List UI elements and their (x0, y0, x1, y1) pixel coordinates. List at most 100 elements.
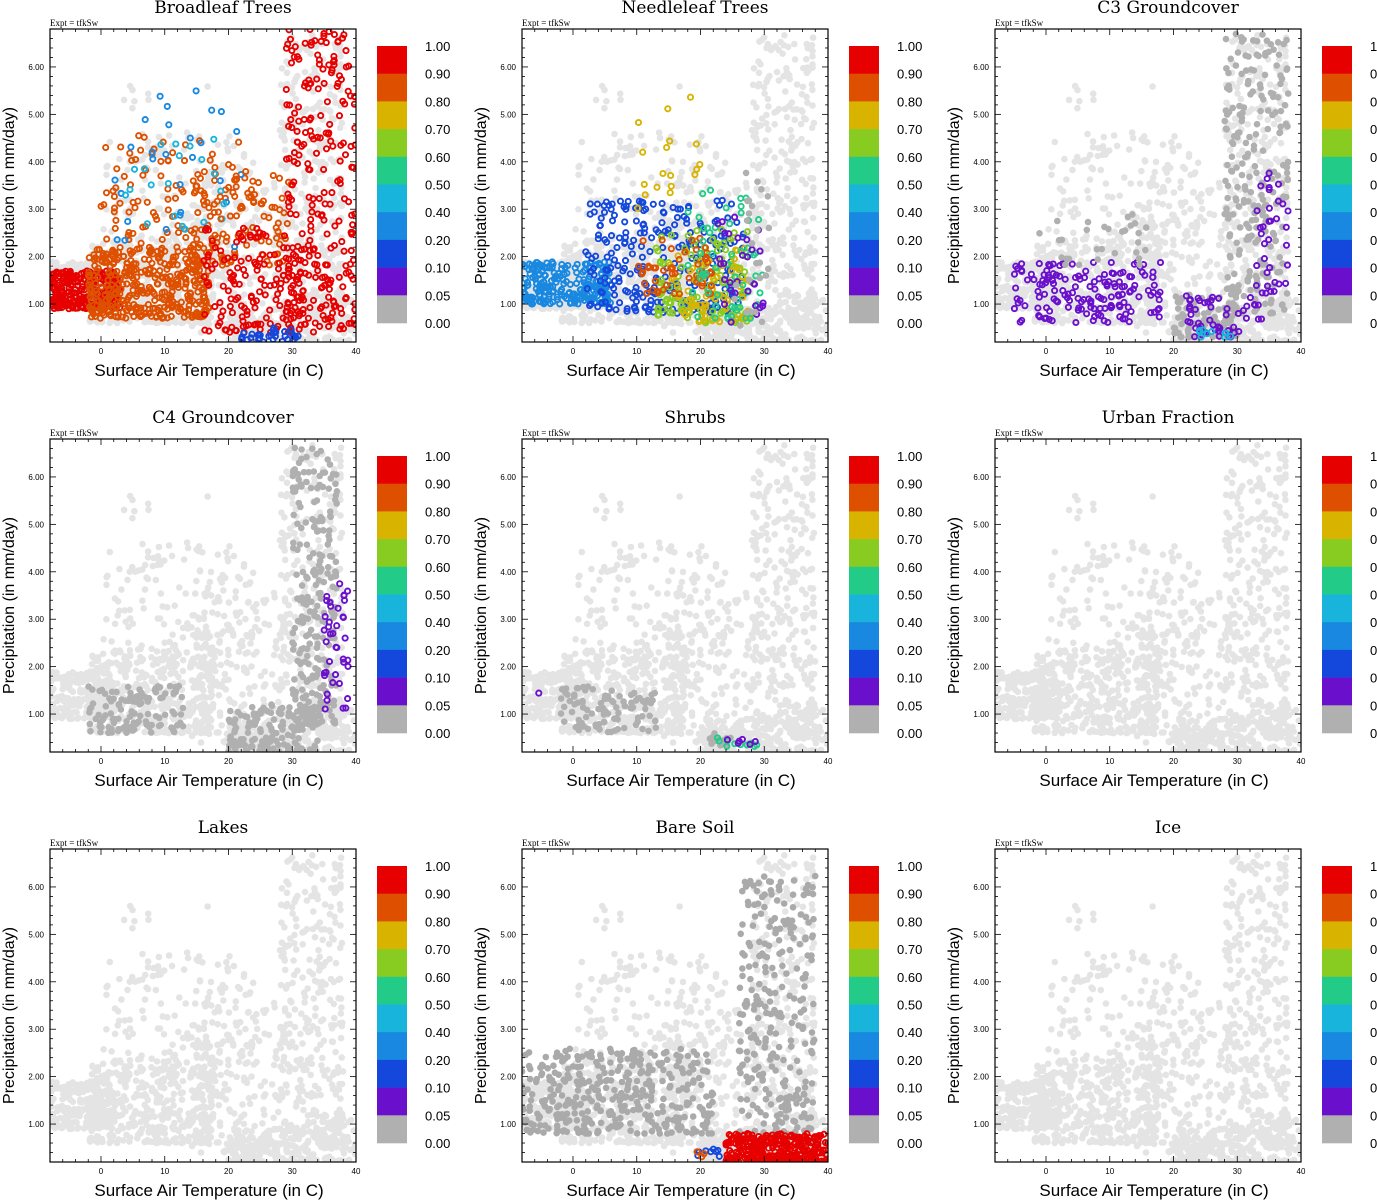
background-point (796, 303, 804, 311)
background-point (327, 83, 335, 91)
background-point (792, 298, 800, 305)
data-point (219, 307, 227, 315)
data-point (304, 160, 312, 168)
data-point (288, 196, 296, 204)
background-point (611, 187, 618, 194)
background-point (765, 103, 772, 110)
data-point (186, 296, 194, 304)
data-point (291, 259, 299, 267)
data-point (242, 322, 250, 330)
data-point (335, 112, 344, 120)
background-point (673, 199, 680, 206)
data-point (226, 302, 234, 310)
data-point (116, 243, 124, 252)
data-point (533, 259, 541, 267)
data-point (105, 269, 113, 277)
data-point (278, 194, 286, 202)
data-point (632, 217, 640, 225)
background-point (251, 213, 259, 221)
data-point (110, 204, 119, 212)
data-point (304, 314, 312, 322)
data-point (298, 142, 306, 150)
data-point (561, 263, 569, 272)
data-point (193, 235, 201, 243)
data-point (217, 313, 225, 321)
data-point (628, 250, 636, 258)
background-point (676, 83, 683, 90)
background-point (793, 291, 801, 299)
data-point (225, 183, 233, 191)
background-point (785, 304, 792, 312)
background-point (758, 210, 765, 217)
data-point (224, 254, 232, 262)
background-point (745, 327, 752, 334)
background-point (676, 178, 683, 185)
data-point (336, 157, 344, 165)
data-point (341, 100, 349, 108)
data-point (252, 260, 260, 268)
background-point (789, 163, 797, 171)
background-point (616, 138, 624, 145)
background-point (775, 46, 783, 54)
data-point (253, 224, 261, 233)
data-point (243, 241, 251, 249)
data-point (55, 304, 63, 312)
background-point (808, 81, 816, 88)
background-point (154, 205, 162, 212)
background-point (284, 161, 291, 169)
background-point (791, 40, 798, 48)
data-point (307, 222, 315, 230)
background-point (806, 318, 813, 325)
background-point (702, 142, 710, 150)
background-point (595, 311, 602, 319)
data-point (280, 232, 289, 240)
data-point (269, 171, 277, 180)
data-point (330, 52, 338, 60)
background-point (598, 318, 605, 325)
data-point (552, 272, 560, 280)
background-point (580, 228, 587, 235)
background-point (730, 328, 737, 335)
data-point (208, 150, 216, 158)
background-point (131, 97, 138, 105)
background-point (677, 320, 685, 328)
background-point (579, 304, 587, 312)
data-point (228, 309, 236, 317)
data-point (556, 300, 564, 308)
background-point (803, 93, 810, 101)
background-point (139, 187, 146, 194)
data-point (607, 264, 615, 272)
background-point (773, 68, 781, 76)
background-point (155, 133, 163, 141)
data-point (250, 321, 258, 329)
data-point (111, 224, 119, 232)
data-point (153, 215, 161, 224)
data-point (210, 135, 218, 143)
background-point (603, 97, 610, 105)
background-point (791, 234, 798, 242)
background-point (560, 250, 568, 258)
background-point (708, 209, 715, 216)
background-point (823, 326, 828, 334)
background-point (807, 338, 814, 342)
data-point (157, 140, 165, 149)
background-point (802, 116, 809, 123)
data-point (287, 326, 295, 334)
background-point (798, 333, 805, 341)
data-point (216, 193, 224, 201)
background-point (761, 159, 768, 167)
data-point (321, 200, 329, 208)
data-point (616, 299, 624, 307)
data-point (342, 47, 350, 55)
data-point (186, 134, 194, 142)
data-point (102, 143, 110, 152)
data-point (317, 112, 325, 120)
data-point (324, 130, 332, 138)
data-point (314, 85, 322, 93)
background-point (126, 82, 134, 90)
background-point (787, 265, 794, 273)
data-point (341, 151, 350, 159)
background-point (692, 202, 700, 210)
background-point (743, 184, 750, 191)
data-point (671, 232, 679, 240)
